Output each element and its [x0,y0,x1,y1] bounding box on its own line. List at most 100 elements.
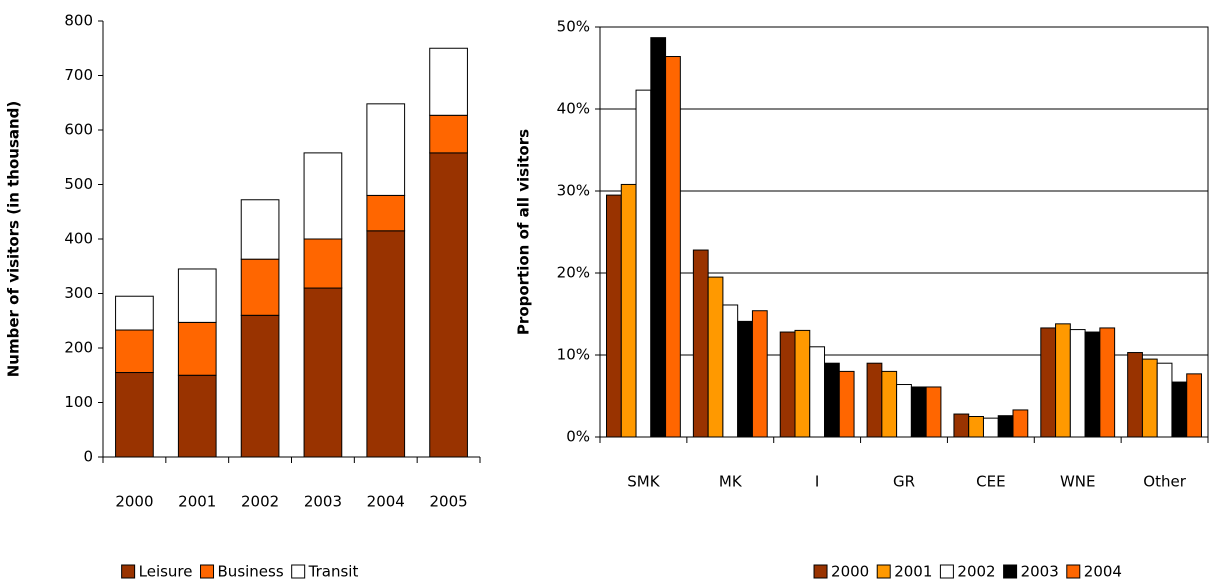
bar [722,304,739,438]
y-tick-label: 300 [64,284,93,302]
y-tick-label: 800 [64,12,93,30]
legend-label: 2001 [894,563,932,581]
bar [838,370,855,438]
bar-segment [303,152,343,240]
legend-swatch [200,564,215,579]
bar-segment [115,372,154,458]
y-tick-label: 30% [557,182,590,200]
legend-label: 2000 [831,563,869,581]
x-tick-label: Other [1143,473,1186,491]
bar [1171,381,1188,438]
bar [779,331,796,438]
bar [997,415,1014,438]
bar [1040,327,1057,438]
bar-segment [366,230,406,458]
bar [692,249,709,438]
bar [896,384,912,438]
y-tick-label: 100 [64,393,93,411]
bar [982,417,999,438]
bar [968,416,984,438]
x-tick-label: 2000 [115,493,153,511]
bar [620,183,637,438]
y-tick-label: 500 [64,175,93,193]
bar [1012,409,1029,438]
bar [737,320,753,438]
y-axis-title: Proportion of all visitors [515,129,533,335]
bar-segment [177,321,217,376]
x-tick-label: 2002 [241,493,279,511]
bar-segment [115,329,154,374]
y-tick-label: 400 [64,230,93,248]
legend-swatch [121,564,136,579]
bar [606,194,622,438]
y-tick-label: 700 [64,66,93,84]
bar [910,386,927,438]
y-axis-title: Number of visitors (in thousand) [5,101,23,378]
y-tick-label: 200 [64,339,93,357]
bar-segment [240,258,280,316]
bar [953,413,970,438]
x-tick-label: MK [719,473,743,491]
bar [650,37,667,438]
bar [1141,358,1158,438]
legend-swatch [939,564,954,579]
y-tick-label: 40% [557,100,590,118]
bar-segment [303,287,343,458]
bar [1084,331,1101,438]
bar-segment [303,238,343,289]
x-tick-label: CEE [976,473,1005,491]
bar [1186,373,1202,438]
legend-swatch [1066,564,1081,579]
y-tick-label: 50% [557,18,590,36]
bar [635,89,652,438]
bar [1055,323,1071,438]
legend-swatch [1003,564,1018,579]
bar [794,329,811,438]
bar-segment [429,152,468,458]
x-tick-label: 2005 [429,493,467,511]
bar [809,346,826,438]
legend-label: 2002 [957,563,995,581]
bar-segment [429,47,468,116]
legend-label: 2004 [1084,563,1122,581]
legend-label: Transit [308,563,359,581]
plot-frame [599,26,1209,438]
legend-swatch [291,564,306,579]
legend-swatch [876,564,891,579]
bar-segment [177,268,217,323]
bar-segment [240,199,280,260]
legend-label: Business [218,563,284,581]
y-tick-label: 600 [64,121,93,139]
bar-segment [366,103,406,196]
bar [925,386,942,438]
bar-segment [240,314,280,458]
legend-swatch [813,564,828,579]
bar-segment [366,194,406,232]
y-tick-label: 20% [557,264,590,282]
bar [824,362,840,438]
bar [1069,329,1086,438]
x-tick-label: 2003 [304,493,342,511]
bar [866,362,883,438]
bar [881,370,898,438]
bar [1099,327,1116,438]
x-tick-label: 2001 [178,493,216,511]
y-tick-label: 0 [83,448,93,466]
bar-segment [429,114,468,154]
x-tick-label: GR [893,473,915,491]
bar-segment [115,295,154,331]
bar [1156,362,1173,438]
x-tick-label: 2004 [367,493,405,511]
legend-label: 2003 [1021,563,1059,581]
x-tick-label: WNE [1060,473,1096,491]
bar [665,56,681,438]
x-tick-label: I [815,473,819,491]
bar [751,310,768,438]
y-tick-label: 10% [557,346,590,364]
bar [1127,352,1143,438]
x-tick-label: SMK [627,473,660,491]
y-tick-label: 0% [566,428,590,446]
legend-label: Leisure [139,563,193,581]
bar-segment [177,374,217,458]
